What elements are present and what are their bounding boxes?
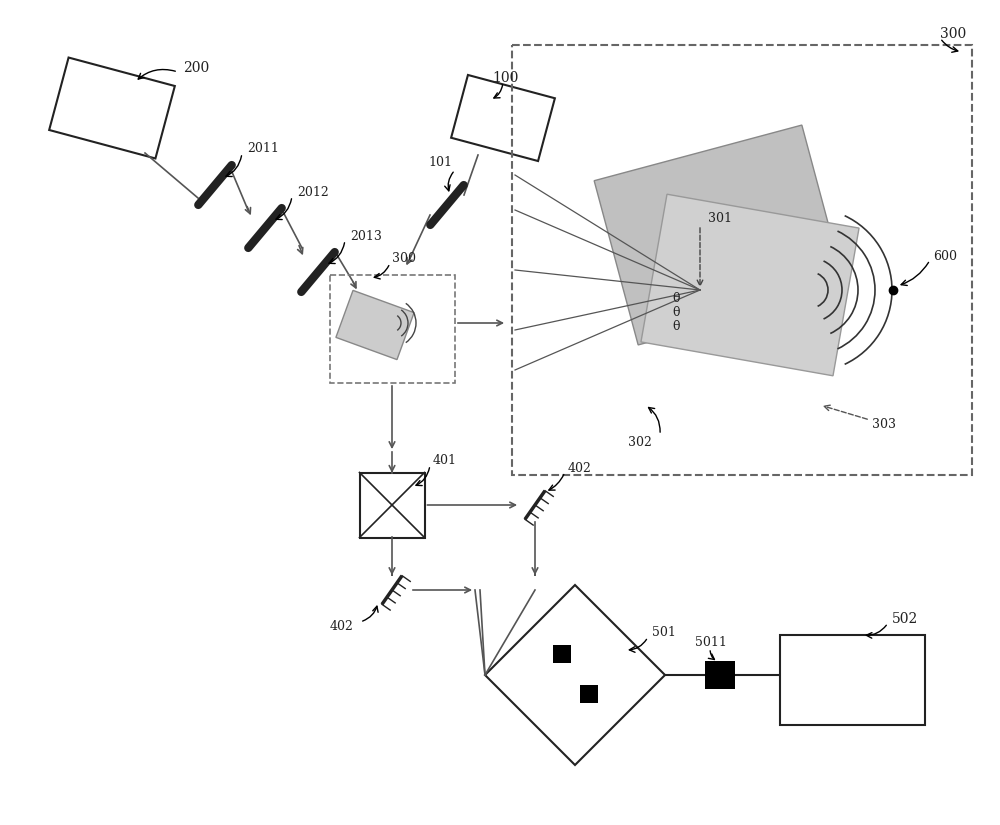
Text: 402: 402 bbox=[568, 461, 592, 474]
Polygon shape bbox=[485, 585, 665, 765]
Text: 2013: 2013 bbox=[350, 229, 382, 243]
Text: 402: 402 bbox=[330, 620, 354, 634]
Text: 200: 200 bbox=[183, 61, 209, 75]
FancyBboxPatch shape bbox=[580, 685, 598, 703]
Text: 2011: 2011 bbox=[247, 143, 279, 155]
Text: 300: 300 bbox=[392, 252, 416, 266]
Polygon shape bbox=[49, 58, 175, 158]
Polygon shape bbox=[594, 125, 846, 345]
Text: 302: 302 bbox=[628, 436, 652, 450]
Text: θ: θ bbox=[672, 305, 680, 318]
Text: 100: 100 bbox=[492, 71, 518, 85]
FancyBboxPatch shape bbox=[705, 661, 735, 689]
Text: 2012: 2012 bbox=[297, 186, 329, 199]
Text: 600: 600 bbox=[933, 249, 957, 262]
Text: 502: 502 bbox=[892, 612, 918, 626]
Polygon shape bbox=[360, 473, 424, 538]
Polygon shape bbox=[451, 75, 555, 161]
FancyBboxPatch shape bbox=[553, 645, 571, 663]
Text: θ: θ bbox=[672, 291, 680, 304]
Text: θ: θ bbox=[672, 319, 680, 332]
Text: 301: 301 bbox=[708, 211, 732, 224]
Text: 401: 401 bbox=[433, 455, 457, 468]
Polygon shape bbox=[336, 290, 414, 360]
Polygon shape bbox=[641, 194, 859, 376]
Text: 501: 501 bbox=[652, 626, 676, 639]
Text: 300: 300 bbox=[940, 27, 966, 41]
Text: 303: 303 bbox=[872, 418, 896, 431]
Text: 101: 101 bbox=[428, 157, 452, 169]
Polygon shape bbox=[780, 635, 925, 725]
Text: 5011: 5011 bbox=[695, 637, 727, 649]
